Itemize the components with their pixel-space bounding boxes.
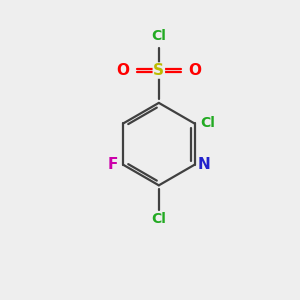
Text: Cl: Cl [152, 212, 166, 226]
Text: O: O [116, 63, 129, 78]
Text: N: N [198, 157, 211, 172]
Text: O: O [188, 63, 201, 78]
Text: Cl: Cl [152, 28, 166, 43]
Text: S: S [153, 63, 164, 78]
Text: Cl: Cl [200, 116, 215, 130]
Text: F: F [107, 157, 118, 172]
